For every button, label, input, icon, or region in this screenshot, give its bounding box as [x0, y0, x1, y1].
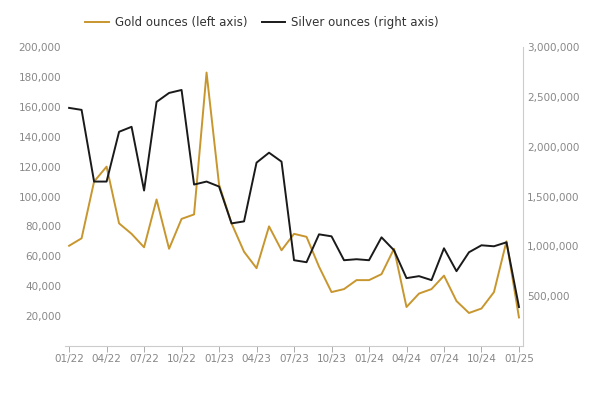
- Text: ·: ·: [64, 352, 67, 361]
- Legend: Gold ounces (left axis), Silver ounces (right axis): Gold ounces (left axis), Silver ounces (…: [81, 11, 443, 34]
